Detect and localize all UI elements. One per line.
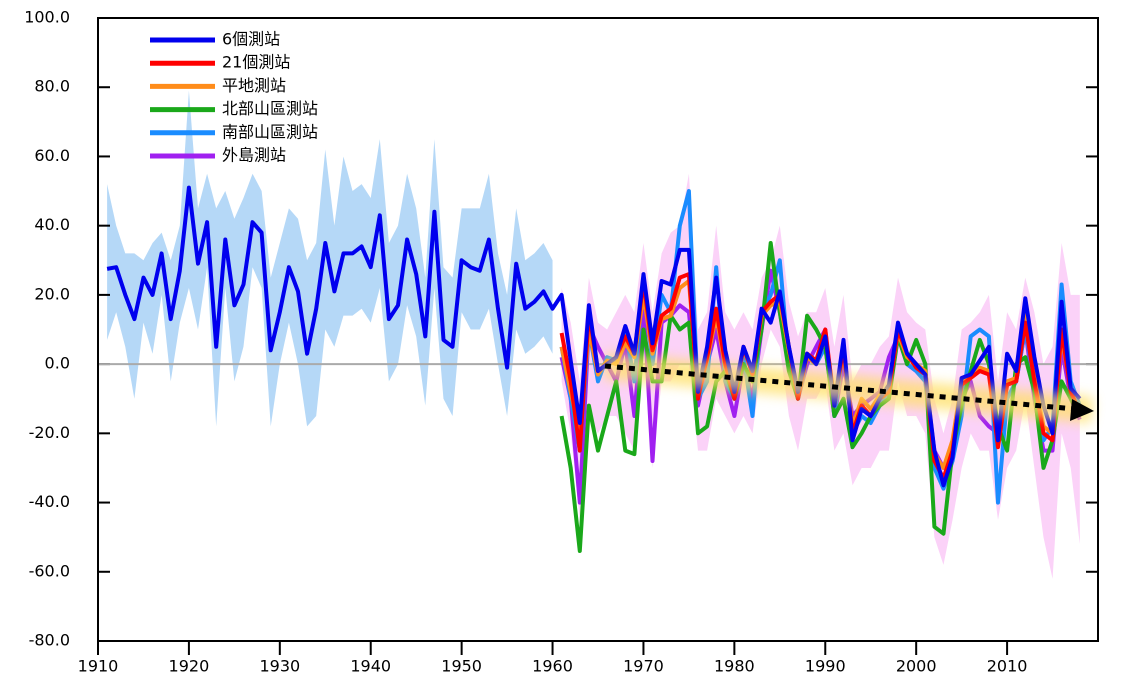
legend-label: 21個測站 bbox=[222, 53, 290, 72]
legend-label: 外島測站 bbox=[222, 146, 286, 165]
axes: -80.0 -60.0 -40.0 -20.0 0.0 20.0 40.0 60.0 80.0 1… bbox=[24, 8, 1098, 676]
y-tick-label: 100.0 bbox=[24, 8, 70, 27]
y-tick-label: 60.0 bbox=[34, 146, 70, 165]
legend-label: 平地測站 bbox=[222, 76, 286, 95]
x-tick-label: 2000 bbox=[896, 657, 937, 676]
y-tick-label: 20.0 bbox=[34, 284, 70, 303]
legend-label: 6個測站 bbox=[222, 30, 280, 49]
y-tick-label: -80.0 bbox=[29, 631, 70, 650]
x-tick-label: 2010 bbox=[987, 657, 1028, 676]
x-tick-label: 1950 bbox=[441, 657, 482, 676]
x-tick-label: 1960 bbox=[532, 657, 573, 676]
x-tick-label: 1980 bbox=[714, 657, 755, 676]
y-tick-label: 80.0 bbox=[34, 77, 70, 96]
y-tick-label: -40.0 bbox=[29, 492, 70, 511]
y-tick-label: -60.0 bbox=[29, 561, 70, 580]
trend-head bbox=[1070, 399, 1094, 421]
x-tick-label: 1940 bbox=[350, 657, 391, 676]
series-line bbox=[106, 185, 1082, 488]
x-tick-label: 1990 bbox=[805, 657, 846, 676]
x-tick-label: 1910 bbox=[78, 657, 119, 676]
legend-label: 北部山區測站 bbox=[222, 99, 318, 118]
plot-frame bbox=[97, 17, 1099, 642]
x-tick-label: 1920 bbox=[169, 657, 210, 676]
trend-arrow bbox=[603, 353, 1094, 423]
legend-label: 南部山區測站 bbox=[222, 122, 318, 141]
y-tick-label: 0.0 bbox=[45, 354, 70, 373]
x-tick-label: 1970 bbox=[623, 657, 664, 676]
x-tick-label: 1930 bbox=[259, 657, 300, 676]
y-tick-label: 40.0 bbox=[34, 215, 70, 234]
y-tick-label: -20.0 bbox=[29, 423, 70, 442]
